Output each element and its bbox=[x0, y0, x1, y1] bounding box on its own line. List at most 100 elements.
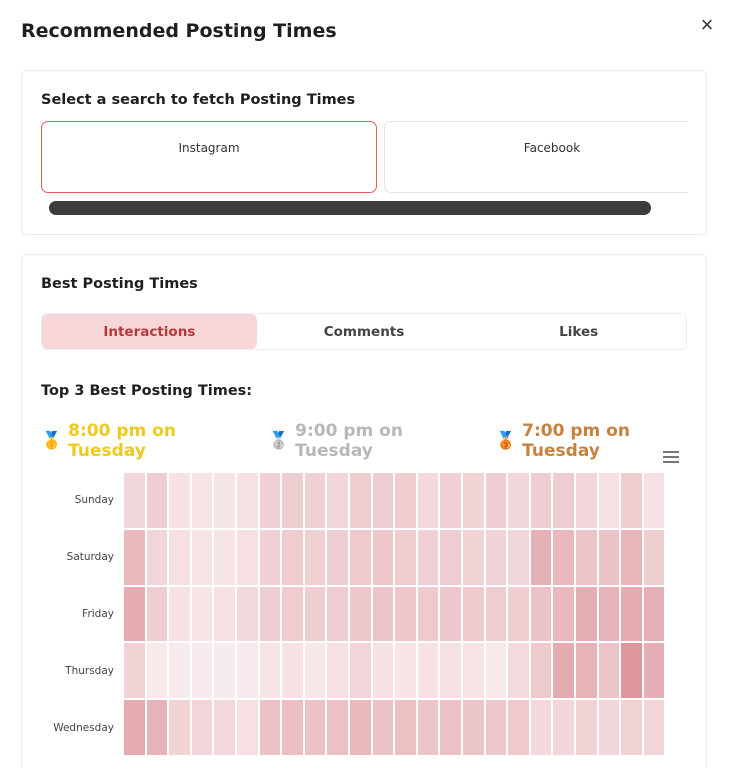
heatmap-cell[interactable] bbox=[553, 473, 574, 528]
chart-menu-icon[interactable] bbox=[663, 451, 679, 463]
heatmap-cell[interactable] bbox=[440, 473, 461, 528]
heatmap-cell[interactable] bbox=[237, 529, 258, 585]
heatmap-cell[interactable] bbox=[598, 529, 620, 585]
heatmap-cell[interactable] bbox=[530, 643, 552, 699]
heatmap-cell[interactable] bbox=[417, 643, 439, 699]
heatmap-cell[interactable] bbox=[395, 586, 416, 642]
heatmap-cell[interactable] bbox=[191, 473, 213, 528]
heatmap-cell[interactable] bbox=[169, 700, 190, 755]
heatmap-cell[interactable] bbox=[372, 700, 394, 755]
heatmap-cell[interactable] bbox=[327, 586, 348, 642]
heatmap-cell[interactable] bbox=[214, 473, 235, 528]
heatmap-cell[interactable] bbox=[530, 529, 552, 585]
heatmap-cell[interactable] bbox=[463, 529, 484, 585]
heatmap-cell[interactable] bbox=[576, 643, 597, 699]
heatmap-cell[interactable] bbox=[259, 473, 281, 528]
heatmap-cell[interactable] bbox=[621, 473, 642, 528]
heatmap-cell[interactable] bbox=[530, 473, 552, 528]
heatmap-cell[interactable] bbox=[553, 700, 574, 755]
heatmap-cell[interactable] bbox=[621, 643, 642, 699]
heatmap-cell[interactable] bbox=[530, 586, 552, 642]
heatmap-cell[interactable] bbox=[214, 586, 235, 642]
heatmap-cell[interactable] bbox=[146, 473, 168, 528]
heatmap-cell[interactable] bbox=[327, 643, 348, 699]
heatmap-cell[interactable] bbox=[304, 700, 326, 755]
heatmap-cell[interactable] bbox=[417, 529, 439, 585]
heatmap-cell[interactable] bbox=[372, 473, 394, 528]
heatmap-cell[interactable] bbox=[598, 473, 620, 528]
search-option-facebook[interactable]: Facebook bbox=[384, 121, 688, 193]
tab-comments[interactable]: Comments bbox=[323, 323, 405, 340]
heatmap-cell[interactable] bbox=[327, 473, 348, 528]
heatmap-cell[interactable] bbox=[485, 529, 507, 585]
tab-interactions[interactable]: Interactions bbox=[42, 314, 257, 349]
heatmap-cell[interactable] bbox=[372, 586, 394, 642]
heatmap-cell[interactable] bbox=[621, 529, 642, 585]
heatmap-cell[interactable] bbox=[169, 643, 190, 699]
heatmap-cell[interactable] bbox=[124, 586, 145, 642]
heatmap-cell[interactable] bbox=[576, 529, 597, 585]
heatmap-cell[interactable] bbox=[553, 643, 574, 699]
heatmap-cell[interactable] bbox=[440, 700, 461, 755]
heatmap-cell[interactable] bbox=[576, 586, 597, 642]
heatmap-cell[interactable] bbox=[191, 643, 213, 699]
heatmap-cell[interactable] bbox=[259, 700, 281, 755]
heatmap-cell[interactable] bbox=[304, 529, 326, 585]
heatmap-cell[interactable] bbox=[417, 586, 439, 642]
heatmap-cell[interactable] bbox=[621, 586, 642, 642]
heatmap-cell[interactable] bbox=[395, 473, 416, 528]
heatmap-cell[interactable] bbox=[643, 700, 665, 755]
heatmap-cell[interactable] bbox=[191, 529, 213, 585]
heatmap-cell[interactable] bbox=[485, 700, 507, 755]
heatmap-cell[interactable] bbox=[169, 586, 190, 642]
tab-likes[interactable]: Likes bbox=[559, 323, 599, 340]
heatmap-cell[interactable] bbox=[214, 529, 235, 585]
heatmap-cell[interactable] bbox=[440, 586, 461, 642]
heatmap-cell[interactable] bbox=[124, 643, 145, 699]
heatmap-cell[interactable] bbox=[350, 473, 371, 528]
heatmap-cell[interactable] bbox=[508, 700, 529, 755]
heatmap-cell[interactable] bbox=[282, 473, 303, 528]
heatmap-cell[interactable] bbox=[146, 700, 168, 755]
heatmap-cell[interactable] bbox=[259, 586, 281, 642]
horizontal-scrollbar[interactable] bbox=[49, 201, 651, 215]
heatmap-cell[interactable] bbox=[463, 643, 484, 699]
heatmap-cell[interactable] bbox=[237, 586, 258, 642]
search-option-instagram[interactable]: Instagram bbox=[41, 121, 377, 193]
heatmap-cell[interactable] bbox=[463, 473, 484, 528]
heatmap-cell[interactable] bbox=[214, 643, 235, 699]
heatmap-cell[interactable] bbox=[214, 700, 235, 755]
heatmap-cell[interactable] bbox=[169, 473, 190, 528]
heatmap-cell[interactable] bbox=[576, 473, 597, 528]
heatmap-cell[interactable] bbox=[576, 700, 597, 755]
heatmap-cell[interactable] bbox=[530, 700, 552, 755]
heatmap-cell[interactable] bbox=[598, 586, 620, 642]
heatmap-cell[interactable] bbox=[395, 529, 416, 585]
heatmap-cell[interactable] bbox=[124, 700, 145, 755]
heatmap-cell[interactable] bbox=[463, 700, 484, 755]
heatmap-cell[interactable] bbox=[124, 529, 145, 585]
heatmap-cell[interactable] bbox=[598, 643, 620, 699]
heatmap-cell[interactable] bbox=[598, 700, 620, 755]
heatmap-cell[interactable] bbox=[350, 586, 371, 642]
heatmap-cell[interactable] bbox=[621, 700, 642, 755]
heatmap-cell[interactable] bbox=[191, 700, 213, 755]
heatmap-cell[interactable] bbox=[282, 700, 303, 755]
heatmap-cell[interactable] bbox=[237, 700, 258, 755]
heatmap-cell[interactable] bbox=[372, 643, 394, 699]
heatmap-cell[interactable] bbox=[282, 586, 303, 642]
heatmap-cell[interactable] bbox=[304, 473, 326, 528]
heatmap-cell[interactable] bbox=[304, 586, 326, 642]
heatmap-cell[interactable] bbox=[327, 529, 348, 585]
heatmap-cell[interactable] bbox=[282, 643, 303, 699]
heatmap-cell[interactable] bbox=[485, 586, 507, 642]
heatmap-cell[interactable] bbox=[191, 586, 213, 642]
close-button[interactable]: × bbox=[694, 12, 720, 38]
heatmap-cell[interactable] bbox=[553, 586, 574, 642]
heatmap-cell[interactable] bbox=[350, 529, 371, 585]
heatmap-cell[interactable] bbox=[395, 643, 416, 699]
heatmap-cell[interactable] bbox=[372, 529, 394, 585]
heatmap-cell[interactable] bbox=[237, 643, 258, 699]
heatmap-cell[interactable] bbox=[417, 473, 439, 528]
heatmap-cell[interactable] bbox=[508, 529, 529, 585]
